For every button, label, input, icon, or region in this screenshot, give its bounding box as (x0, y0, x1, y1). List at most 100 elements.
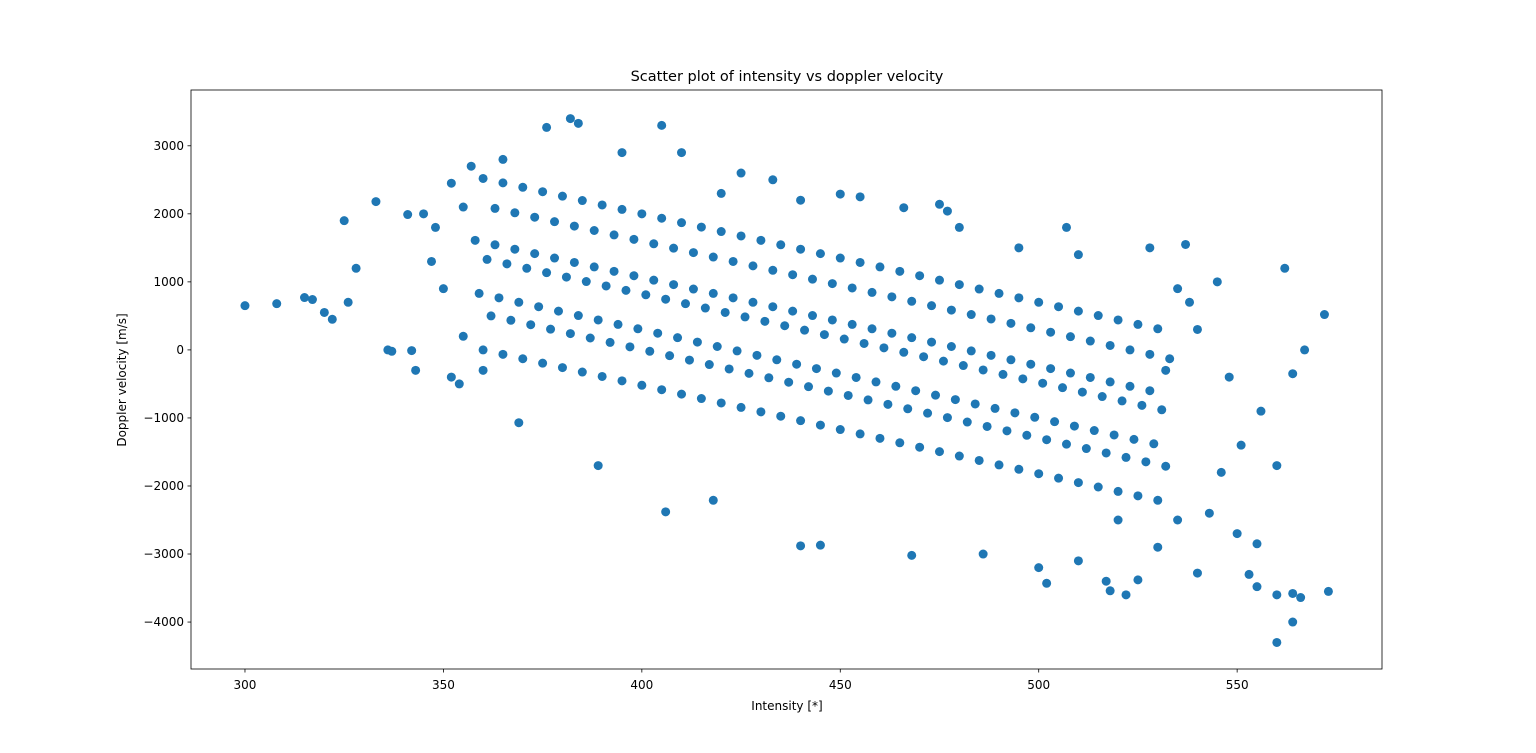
scatter-point (907, 550, 917, 560)
scatter-point (1006, 318, 1016, 328)
scatter-point (518, 354, 528, 364)
scatter-point (788, 306, 798, 316)
scatter-point (847, 283, 857, 293)
scatter-point (736, 231, 746, 241)
scatter-point (970, 399, 980, 409)
scatter-point (478, 365, 488, 375)
scatter-point (978, 365, 988, 375)
scatter-point (807, 311, 817, 321)
scatter-point (958, 361, 968, 371)
scatter-point (966, 346, 976, 356)
scatter-point (986, 350, 996, 360)
scatter-point (998, 369, 1008, 379)
scatter-point (867, 287, 877, 297)
scatter-point (1034, 469, 1044, 479)
scatter-point (613, 319, 623, 329)
scatter-point (776, 411, 786, 421)
scatter-point (573, 118, 583, 128)
scatter-point (700, 303, 710, 313)
scatter-point (1065, 368, 1075, 378)
scatter-point (1145, 349, 1155, 359)
scatter-point (474, 288, 484, 298)
scatter-point (427, 256, 437, 266)
scatter-point (815, 540, 825, 550)
scatter-point (669, 280, 679, 290)
scatter-point (665, 351, 675, 361)
scatter-point (800, 325, 810, 335)
scatter-point (339, 216, 349, 226)
scatter-point (673, 333, 683, 343)
scatter-point (684, 355, 694, 365)
scatter-point (974, 284, 984, 294)
scatter-point (371, 197, 381, 207)
scatter-point (446, 372, 456, 382)
scatter-point (1105, 377, 1115, 387)
scatter-point (1058, 383, 1068, 393)
scatter-point (879, 343, 889, 353)
scatter-point (1101, 448, 1111, 458)
scatter-point (942, 206, 952, 216)
x-tick-label: 350 (432, 678, 455, 692)
scatter-point (1145, 386, 1155, 396)
scatter-point (609, 230, 619, 240)
scatter-point (514, 418, 524, 428)
scatter-point (466, 161, 476, 171)
scatter-point (1224, 372, 1234, 382)
scatter-point (486, 311, 496, 321)
scatter-point (1061, 439, 1071, 449)
scatter-point (1165, 354, 1175, 364)
scatter-point (565, 114, 575, 124)
scatter-point (680, 299, 690, 309)
scatter-point (530, 212, 540, 222)
scatter-point (875, 433, 885, 443)
scatter-point (1244, 569, 1254, 579)
scatter-point (692, 337, 702, 347)
scatter-point (617, 376, 627, 386)
scatter-point (934, 275, 944, 285)
scatter-point (946, 305, 956, 315)
scatter-point (1288, 369, 1298, 379)
scatter-point (669, 243, 679, 253)
scatter-point (454, 379, 464, 389)
scatter-point (1133, 491, 1143, 501)
scatter-point (704, 360, 714, 370)
scatter-point (1034, 297, 1044, 307)
scatter-point (859, 338, 869, 348)
scatter-point (827, 279, 837, 289)
scatter-point (407, 346, 417, 356)
scatter-point (923, 408, 933, 418)
scatter-point (1145, 243, 1155, 253)
scatter-point (740, 312, 750, 322)
scatter-point (954, 222, 964, 232)
scatter-point (1153, 495, 1163, 505)
scatter-point (927, 301, 937, 311)
scatter-point (506, 315, 516, 325)
scatter-point (1077, 387, 1087, 397)
scatter-point (538, 358, 548, 368)
scatter-point (756, 407, 766, 417)
scatter-point (847, 319, 857, 329)
scatter-point (768, 265, 778, 275)
scatter-point (581, 277, 591, 287)
scatter-point (411, 365, 421, 375)
scatter-point (835, 189, 845, 199)
scatter-point (1093, 311, 1103, 321)
scatter-point (728, 293, 738, 303)
x-axis-label: Intensity [*] (751, 699, 822, 713)
scatter-point (1133, 575, 1143, 585)
scatter-point (1113, 315, 1123, 325)
scatter-point (240, 301, 250, 311)
axes-frame (190, 89, 1383, 670)
scatter-point (732, 346, 742, 356)
scatter-point (796, 244, 806, 254)
scatter-point (343, 297, 353, 307)
scatter-point (470, 235, 480, 245)
scatter-point (915, 271, 925, 281)
scatter-point (419, 209, 429, 219)
scatter-point (1042, 578, 1052, 588)
scatter-point (780, 321, 790, 331)
scatter-point (1125, 381, 1135, 391)
scatter-point (934, 447, 944, 457)
scatter-point (978, 549, 988, 559)
scatter-point (796, 195, 806, 205)
